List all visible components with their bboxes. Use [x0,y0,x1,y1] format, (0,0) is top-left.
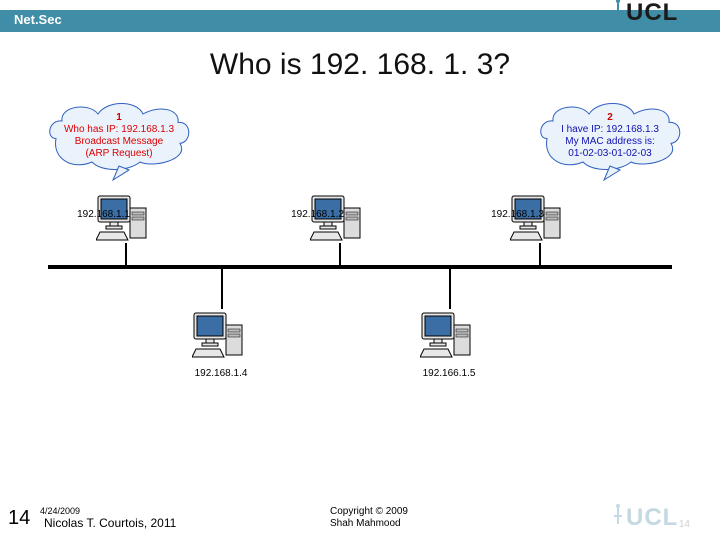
ucl-logo-top: UCL [614,0,702,29]
footer-author: Nicolas T. Courtois, 2011 [44,516,176,530]
pc-node: 192.168.1.3 [510,177,568,249]
network-bus [48,265,672,269]
pc-node: 192.168.1.4 [192,309,250,379]
pc-ip-label: 192.168.1.4 [192,368,250,379]
pc-ip-label: 192.166.1.5 [420,368,478,379]
footer-date: 4/24/2009 [40,506,80,516]
ucl-logo-bottom: UCL [614,499,702,534]
bus-drop [221,269,223,309]
header-label: Net.Sec [14,12,62,27]
arp-request-cloud: 1 Who has IP: 192.168.1.3Broadcast Messa… [44,100,194,186]
arp-reply-cloud: 2 I have IP: 192.168.1.3My MAC address i… [535,100,685,186]
bus-drop [449,269,451,309]
ucl-logo-text: UCL [626,0,678,24]
pc-ip-label: 192.168.1.1 [76,209,131,220]
slide-title: Who is 192. 168. 1. 3? [0,48,720,82]
header-bar: Net.Sec [0,10,720,32]
footer: 14 4/24/2009 Nicolas T. Courtois, 2011 C… [0,492,720,540]
pc-node: 192.168.1.1 [96,177,154,249]
footer-copyright: Copyright © 2009 Shah Mahmood [330,506,408,530]
page-number: 14 [8,507,30,530]
svg-text:UCL: UCL [626,504,678,529]
diagram: 1 Who has IP: 192.168.1.3Broadcast Messa… [0,100,720,430]
pc-ip-label: 192.168.1.2 [290,209,345,220]
pc-node: 192.168.1.2 [310,177,368,249]
pc-node: 192.166.1.5 [420,309,478,379]
pc-ip-label: 192.168.1.3 [490,209,545,220]
